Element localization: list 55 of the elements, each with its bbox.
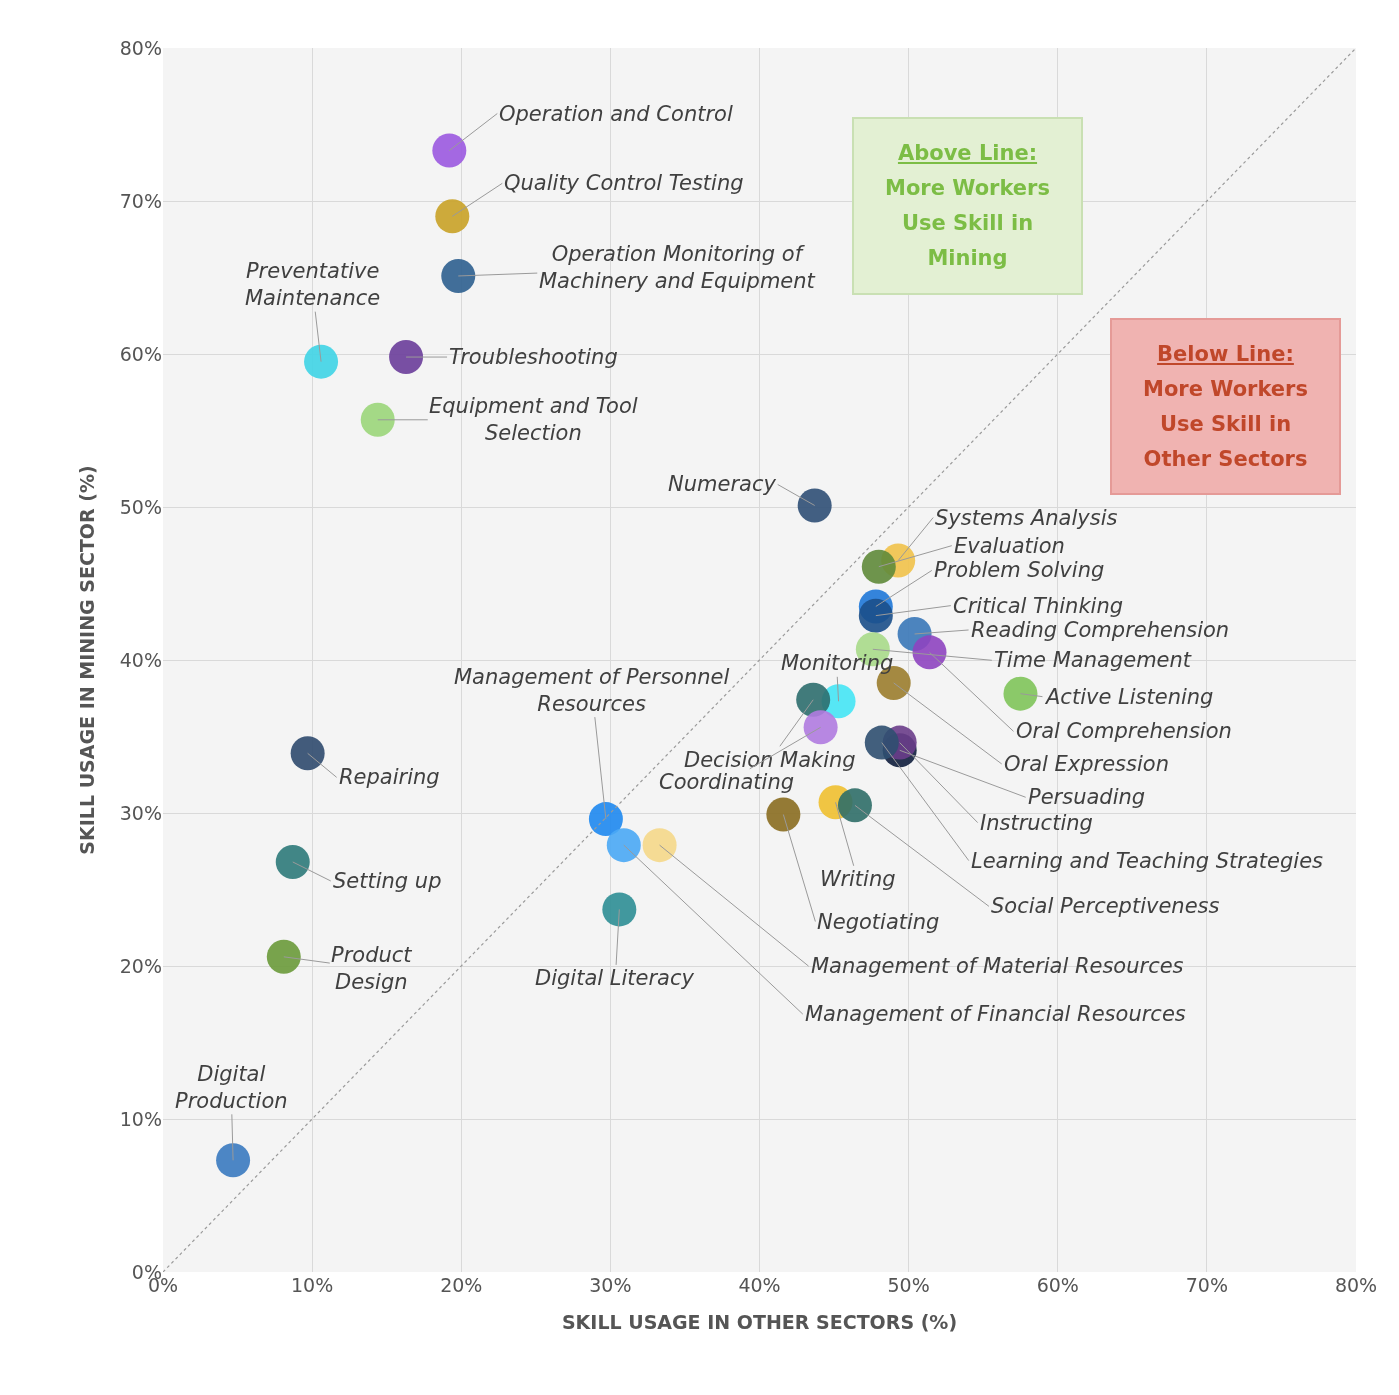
annotation: Social Perceptiveness <box>991 894 1220 918</box>
callout-box: Below Line: More Workers Use Skill in Other Sectors <box>1110 318 1341 495</box>
annotation: Troubleshooting <box>449 345 618 369</box>
y-tick-label: 30% <box>119 801 162 824</box>
annotation: Learning and Teaching Strategies <box>971 849 1324 873</box>
annotation: Product Design <box>331 943 413 995</box>
annotation: Numeracy <box>668 472 777 496</box>
annotation: Oral Expression <box>1004 752 1169 776</box>
annotation: Setting up <box>333 869 442 893</box>
x-tick-label: 20% <box>440 1274 483 1296</box>
x-tick-label: 30% <box>589 1274 632 1296</box>
annotation: Monitoring <box>781 651 894 675</box>
y-tick-label: 80% <box>119 36 162 59</box>
annotation: Negotiating <box>817 910 940 934</box>
x-tick-label: 50% <box>887 1274 930 1296</box>
x-tick-label: 80% <box>1334 1274 1378 1296</box>
annotation: Quality Control Testing <box>504 171 744 195</box>
annotation: Problem Solving <box>934 558 1105 582</box>
annotation: Below Line: More Workers Use Skill in Other Sectors <box>1143 340 1308 473</box>
y-tick-label: 50% <box>119 495 162 518</box>
annotation: Time Management <box>994 648 1192 672</box>
annotation: Coordinating <box>659 770 795 794</box>
x-tick-label: 60% <box>1036 1274 1079 1296</box>
x-tick-label: 70% <box>1185 1274 1228 1296</box>
callout-box: Above Line: More Workers Use Skill in Mining <box>852 117 1083 295</box>
annotation: Digital Production <box>175 1062 288 1114</box>
annotation: Equipment and Tool Selection <box>429 394 638 446</box>
y-tick-label: 40% <box>119 648 162 671</box>
x-axis-title: SKILL USAGE IN OTHER SECTORS (%) <box>561 1310 958 1333</box>
annotation: Management of Material Resources <box>811 954 1184 978</box>
y-tick-label: 60% <box>119 342 162 365</box>
annotation: Evaluation <box>954 534 1065 558</box>
annotation: Repairing <box>339 765 440 789</box>
annotation: Writing <box>820 867 896 891</box>
x-tick-label: 10% <box>291 1274 334 1296</box>
y-tick-label: 20% <box>119 954 162 977</box>
annotation: Systems Analysis <box>935 506 1118 530</box>
annotation: Digital Literacy <box>535 966 695 990</box>
annotation: Decision Making <box>684 748 856 772</box>
annotation: Above Line: More Workers Use Skill in Mining <box>885 140 1050 272</box>
x-tick-label: 40% <box>738 1274 781 1296</box>
annotation: Persuading <box>1028 785 1146 809</box>
annotation: Reading Comprehension <box>971 618 1230 642</box>
annotation: Management of Personnel Resources <box>454 665 730 717</box>
annotation: Operation Monitoring of Machinery and Equipment <box>539 242 816 294</box>
y-tick-label: 70% <box>119 189 162 212</box>
annotation: Operation and Control <box>499 102 733 126</box>
annotation: Active Listening <box>1044 685 1214 709</box>
y-axis-title: SKILL USAGE IN MINING SECTOR (%) <box>75 465 98 855</box>
annotation: Instructing <box>980 811 1093 835</box>
y-tick-label: 10% <box>119 1107 162 1130</box>
annotation: Oral Comprehension <box>1016 719 1232 743</box>
annotation: Critical Thinking <box>953 594 1124 618</box>
annotation: Preventative Maintenance <box>245 259 381 311</box>
annotation: Management of Financial Resources <box>805 1002 1186 1026</box>
